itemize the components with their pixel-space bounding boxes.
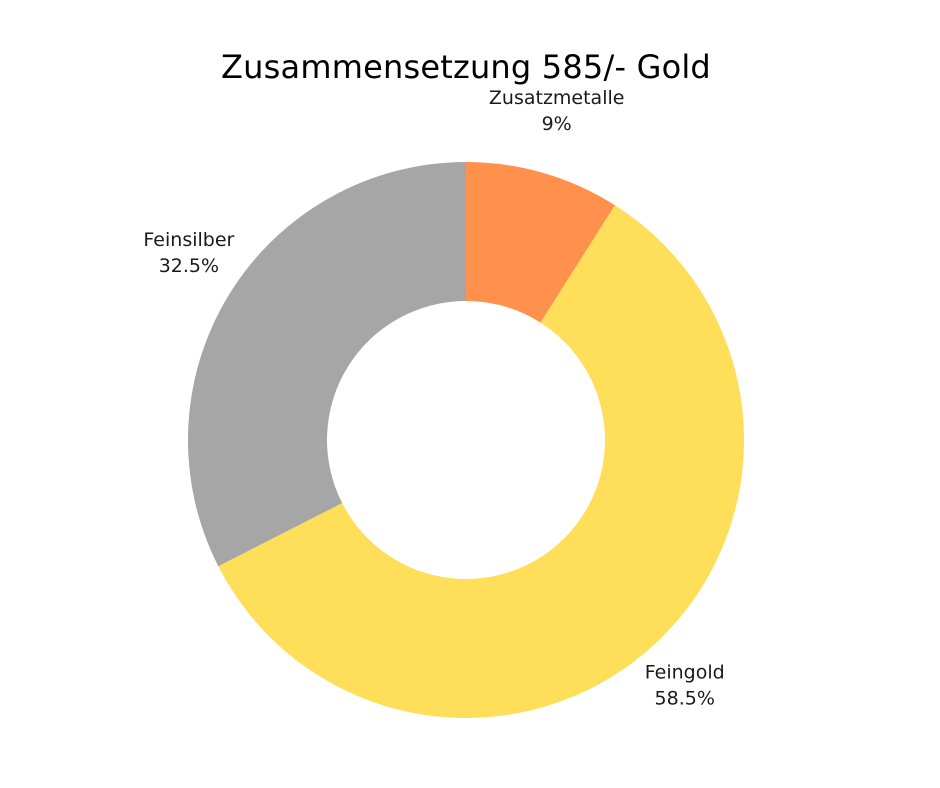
slice-label-zusatzmetalle: Zusatzmetalle	[489, 87, 625, 109]
slice-feinsilber	[188, 162, 467, 567]
chart-title: Zusammensetzung 585/- Gold	[221, 48, 711, 86]
slice-value-feinsilber: 32.5%	[159, 255, 219, 277]
slice-value-zusatzmetalle: 9%	[542, 113, 572, 135]
slice-feingold	[218, 205, 745, 718]
slice-zusatzmetalle	[466, 162, 615, 323]
donut-slices	[188, 162, 745, 718]
slice-label-feinsilber: Feinsilber	[143, 229, 234, 251]
slice-labels: Zusatzmetalle 9% Feingold 58.5% Feinsilber 32…	[143, 87, 724, 709]
slice-label-feingold: Feingold	[645, 661, 725, 683]
slice-value-feingold: 58.5%	[655, 687, 715, 709]
